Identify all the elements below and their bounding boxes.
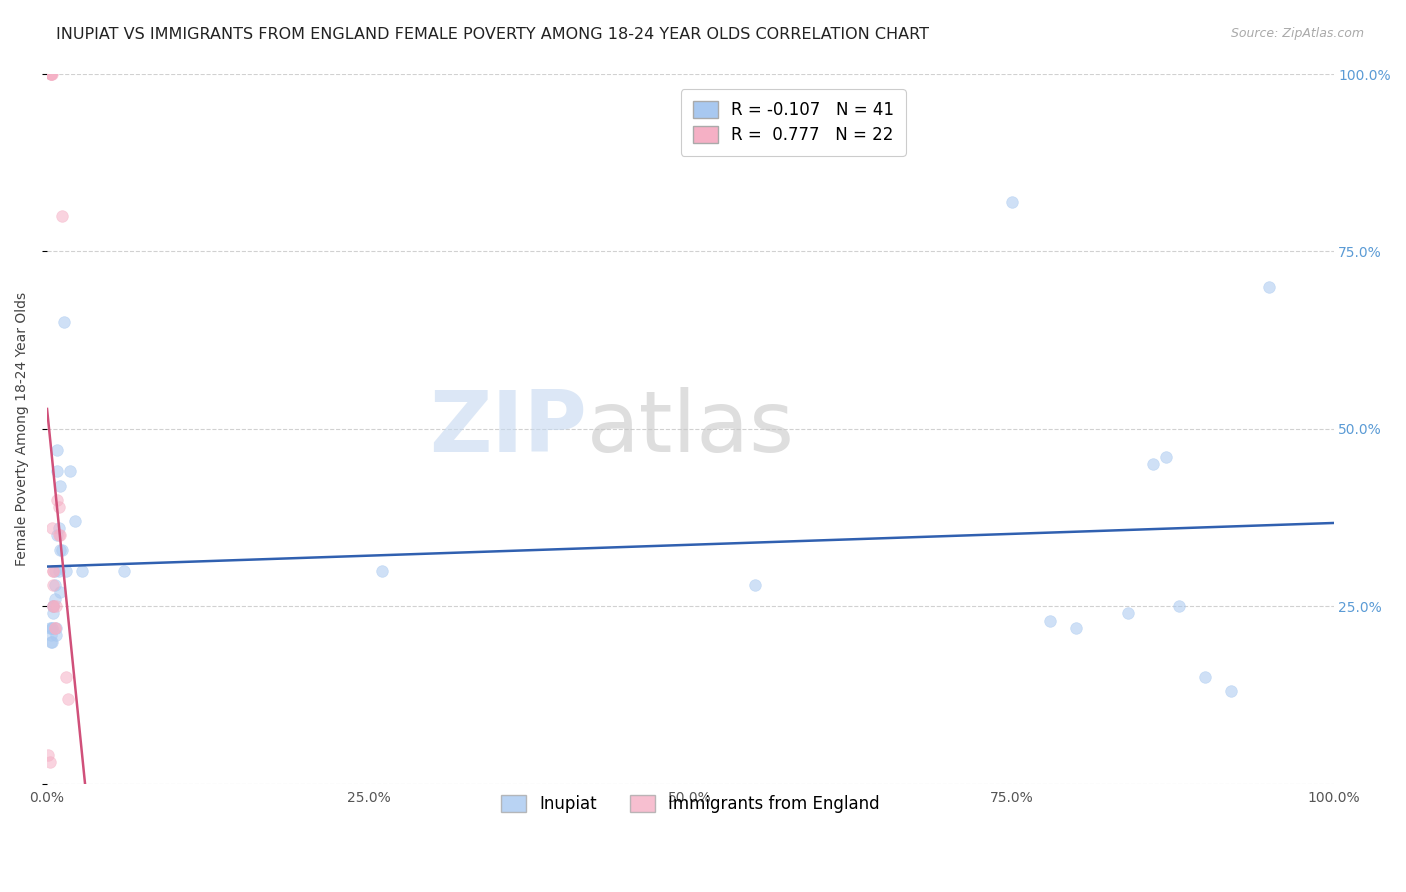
Point: [39, 634, 62, 648]
Point: [1142, 458, 1164, 472]
Point: [44, 592, 66, 607]
Point: [370, 564, 392, 578]
Point: [42, 599, 65, 614]
Point: [42, 564, 65, 578]
Point: [59, 465, 82, 479]
Point: [45, 599, 67, 614]
Point: [42, 607, 65, 621]
Point: [56, 691, 79, 706]
Y-axis label: Female Poverty Among 18-24 Year Olds: Female Poverty Among 18-24 Year Olds: [15, 292, 30, 566]
Point: [46, 443, 69, 458]
Point: [51, 209, 73, 223]
Point: [44, 578, 66, 592]
Point: [44, 621, 66, 635]
Point: [1219, 684, 1241, 698]
Legend: Inupiat, Immigrants from England: Inupiat, Immigrants from England: [489, 783, 891, 825]
Point: [49, 478, 72, 492]
Point: [45, 628, 67, 642]
Point: [55, 670, 77, 684]
Point: [39, 67, 62, 81]
Point: [39, 67, 62, 81]
Point: [38, 756, 60, 770]
Point: [44, 621, 66, 635]
Point: [48, 564, 70, 578]
Point: [70, 564, 93, 578]
Point: [41, 521, 63, 535]
Point: [46, 492, 69, 507]
Point: [1001, 194, 1024, 209]
Point: [41, 621, 63, 635]
Text: INUPIAT VS IMMIGRANTS FROM ENGLAND FEMALE POVERTY AMONG 18-24 YEAR OLDS CORRELAT: INUPIAT VS IMMIGRANTS FROM ENGLAND FEMAL…: [56, 27, 929, 42]
Point: [48, 521, 70, 535]
Point: [45, 621, 67, 635]
Point: [42, 578, 65, 592]
Point: [41, 621, 63, 635]
Point: [1194, 670, 1216, 684]
Point: [55, 564, 77, 578]
Point: [51, 542, 73, 557]
Point: [48, 528, 70, 542]
Point: [744, 578, 766, 592]
Point: [42, 564, 65, 578]
Point: [48, 500, 70, 514]
Text: atlas: atlas: [588, 387, 796, 470]
Point: [42, 599, 65, 614]
Point: [1154, 450, 1177, 465]
Point: [49, 528, 72, 542]
Point: [112, 564, 135, 578]
Point: [42, 599, 65, 614]
Text: ZIP: ZIP: [430, 387, 588, 470]
Point: [41, 634, 63, 648]
Point: [39, 628, 62, 642]
Point: [65, 514, 87, 528]
Text: Source: ZipAtlas.com: Source: ZipAtlas.com: [1230, 27, 1364, 40]
Point: [49, 585, 72, 599]
Point: [1168, 599, 1191, 614]
Point: [44, 564, 66, 578]
Point: [1064, 621, 1087, 635]
Point: [37, 748, 59, 763]
Point: [38, 621, 60, 635]
Point: [1039, 614, 1062, 628]
Point: [49, 542, 72, 557]
Point: [42, 599, 65, 614]
Point: [46, 528, 69, 542]
Point: [41, 67, 63, 81]
Point: [52, 315, 75, 329]
Point: [1116, 607, 1139, 621]
Point: [1258, 280, 1281, 294]
Point: [39, 67, 62, 81]
Point: [46, 465, 69, 479]
